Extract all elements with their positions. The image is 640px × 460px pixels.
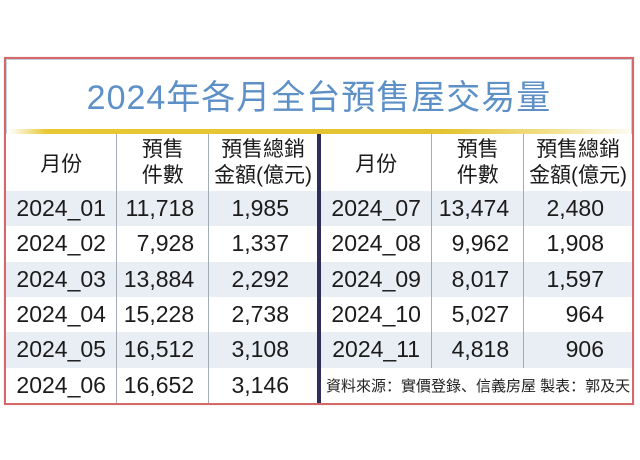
amount-cell: 1,908 bbox=[523, 226, 632, 262]
table-row: 2024_04 15,228 2,738 bbox=[6, 296, 317, 333]
infographic-frame: 2024年各月全台預售屋交易量 月份 預售 件數 預售總銷 金額(億元) bbox=[4, 57, 634, 405]
table-row: 2024_05 16,512 3,108 bbox=[6, 332, 317, 368]
column-header-month: 月份 bbox=[40, 152, 83, 176]
column-header-count-line1: 預售 bbox=[456, 137, 499, 161]
count-cell: 16,652 bbox=[116, 367, 208, 403]
count-cell: 8,017 bbox=[431, 261, 523, 297]
amount-cell: 3,146 bbox=[208, 367, 317, 403]
month-cell: 2024_07 bbox=[331, 195, 421, 222]
column-header-count: 預售 件數 bbox=[431, 134, 523, 191]
table-header-row-left: 月份 預售 件數 預售總銷 金額(億元) bbox=[6, 134, 317, 191]
table-row: 2024_06 16,652 3,146 bbox=[6, 367, 317, 403]
month-cell: 2024_01 bbox=[16, 195, 106, 222]
page-title: 2024年各月全台預售屋交易量 bbox=[86, 78, 552, 117]
amount-cell: 2,738 bbox=[208, 296, 317, 333]
table-row: 2024_09 8,017 1,597 bbox=[321, 261, 632, 297]
amount-cell: 2,292 bbox=[208, 261, 317, 297]
table-row: 2024_10 5,027 964 bbox=[321, 296, 632, 333]
month-cell: 2024_06 bbox=[16, 371, 106, 398]
column-header-amount: 預售總銷 金額(億元) bbox=[523, 134, 632, 191]
count-cell: 11,718 bbox=[116, 191, 208, 227]
source-note-row: 資料來源：實價登錄、信義房屋 製表：郭及天 bbox=[321, 367, 632, 403]
amount-cell: 3,108 bbox=[208, 332, 317, 368]
title-band: 2024年各月全台預售屋交易量 bbox=[6, 59, 632, 129]
table-row: 2024_03 13,884 2,292 bbox=[6, 261, 317, 297]
table-row: 2024_08 9,962 1,908 bbox=[321, 226, 632, 262]
count-cell: 5,027 bbox=[431, 296, 523, 333]
count-cell: 7,928 bbox=[116, 226, 208, 262]
month-cell: 2024_05 bbox=[16, 336, 106, 363]
amount-cell: 1,597 bbox=[523, 261, 632, 297]
table-row: 2024_07 13,474 2,480 bbox=[321, 191, 632, 227]
amount-cell: 1,337 bbox=[208, 226, 317, 262]
table-row: 2024_11 4,818 906 bbox=[321, 332, 632, 368]
count-cell: 13,884 bbox=[116, 261, 208, 297]
month-cell: 2024_08 bbox=[331, 230, 421, 257]
source-note: 資料來源：實價登錄、信義房屋 製表：郭及天 bbox=[326, 377, 631, 395]
column-header-count-line2: 件數 bbox=[141, 163, 184, 187]
amount-cell: 1,985 bbox=[208, 191, 317, 227]
month-cell: 2024_02 bbox=[16, 230, 106, 257]
column-header-count-line1: 預售 bbox=[141, 137, 184, 161]
month-cell: 2024_03 bbox=[16, 265, 106, 292]
column-header-count-line2: 件數 bbox=[456, 163, 499, 187]
amount-cell: 906 bbox=[523, 332, 632, 368]
count-cell: 16,512 bbox=[116, 332, 208, 368]
amount-cell: 964 bbox=[523, 296, 632, 333]
table-right-half: 月份 預售 件數 預售總銷 金額(億元) 2024_07 13,474 2,48… bbox=[321, 134, 632, 403]
table-row: 2024_02 7,928 1,337 bbox=[6, 226, 317, 262]
count-cell: 4,818 bbox=[431, 332, 523, 368]
month-cell: 2024_10 bbox=[331, 301, 421, 328]
count-cell: 15,228 bbox=[116, 296, 208, 333]
table-header-row-right: 月份 預售 件數 預售總銷 金額(億元) bbox=[321, 134, 632, 191]
month-cell: 2024_04 bbox=[16, 301, 106, 328]
column-header-amount-line2: 金額(億元) bbox=[214, 163, 313, 187]
title-underline bbox=[9, 129, 629, 134]
table-left-half: 月份 預售 件數 預售總銷 金額(億元) 2024_01 11,718 1,98… bbox=[6, 134, 317, 403]
table-center-divider bbox=[317, 134, 321, 403]
column-header-count: 預售 件數 bbox=[116, 134, 208, 191]
month-cell: 2024_09 bbox=[331, 265, 421, 292]
count-cell: 13,474 bbox=[431, 191, 523, 227]
column-header-amount-line2: 金額(億元) bbox=[529, 163, 628, 187]
amount-cell: 2,480 bbox=[523, 191, 632, 227]
column-header-month: 月份 bbox=[355, 152, 398, 176]
month-cell: 2024_11 bbox=[332, 336, 421, 363]
table-row: 2024_01 11,718 1,985 bbox=[6, 191, 317, 227]
column-header-amount-line1: 預售總銷 bbox=[536, 137, 621, 161]
column-header-amount-line1: 預售總銷 bbox=[221, 137, 306, 161]
data-tables: 月份 預售 件數 預售總銷 金額(億元) 2024_01 11,718 1,98… bbox=[6, 134, 632, 403]
count-cell: 9,962 bbox=[431, 226, 523, 262]
column-header-amount: 預售總銷 金額(億元) bbox=[208, 134, 317, 191]
